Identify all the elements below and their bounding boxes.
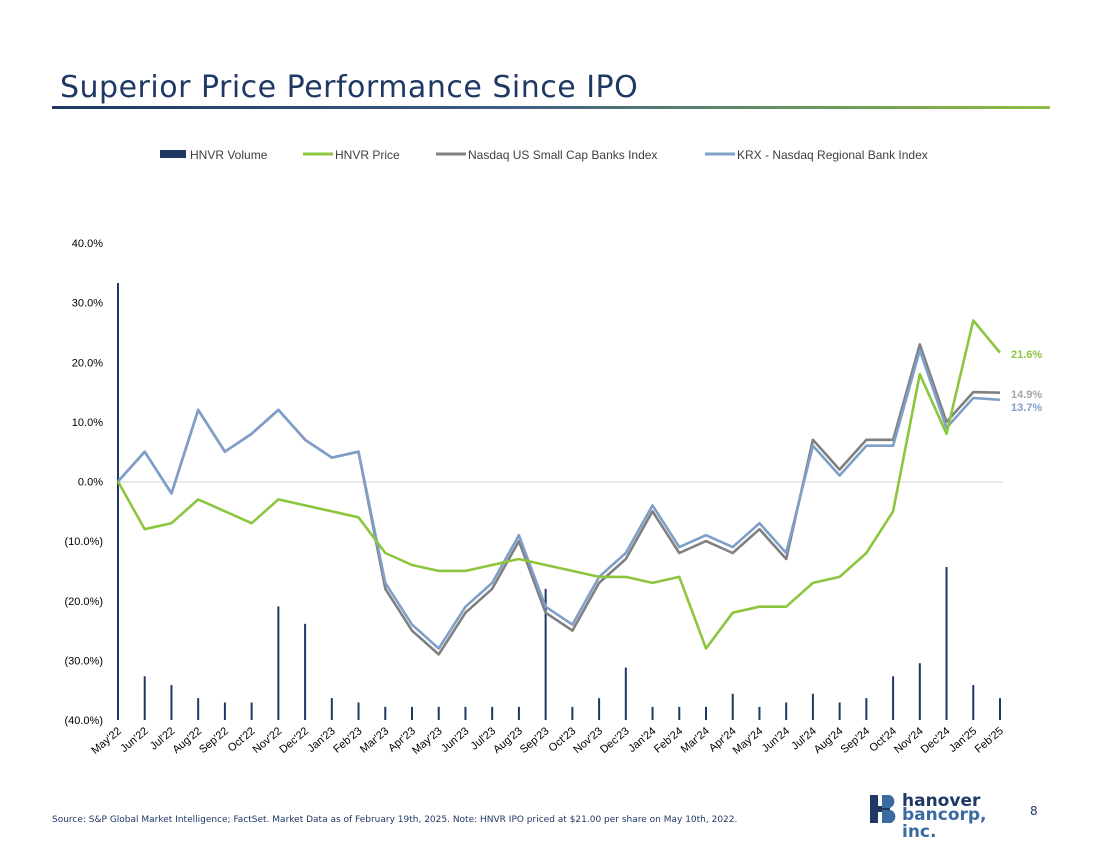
volume-bars [117, 283, 1001, 720]
hanover-logo-icon [870, 795, 896, 823]
volume-bar [250, 702, 253, 720]
volume-bar [170, 685, 173, 720]
volume-bar [464, 706, 467, 720]
volume-bar [223, 702, 226, 720]
x-tick-label: Feb'24 [652, 725, 685, 756]
logo-text-bancorp: bancorp, inc. [902, 805, 987, 842]
x-axis: May'22Jun'22Jul'22Aug'22Sep'22Oct'22Nov'… [89, 725, 1006, 757]
volume-bar [678, 706, 681, 720]
volume-bar [892, 676, 895, 720]
x-tick-label: Sep'22 [197, 725, 231, 756]
volume-bar [437, 706, 440, 720]
volume-bar [811, 693, 814, 720]
volume-bar [411, 706, 413, 720]
y-tick-label: (10.0%) [64, 536, 103, 548]
volume-bar [972, 685, 975, 720]
end-label: 13.7% [1011, 402, 1042, 414]
volume-bar [785, 702, 788, 720]
series-lines [116, 319, 1002, 656]
y-tick-label: (30.0%) [64, 655, 103, 667]
source-footnote: Source: S&P Global Market Intelligence; … [52, 815, 738, 825]
x-tick-label: Nov'22 [251, 725, 285, 756]
x-tick-label: Jun'22 [118, 725, 150, 755]
volume-bar [598, 698, 601, 720]
volume-bar [651, 706, 654, 720]
volume-bar [491, 706, 494, 720]
volume-bar [571, 706, 574, 720]
legend-label: HNVR Volume [190, 148, 268, 162]
volume-bar [517, 706, 520, 720]
y-tick-label: (40.0%) [64, 715, 103, 727]
x-tick-label: Nov'24 [892, 725, 926, 756]
volume-bar [544, 588, 547, 720]
legend-swatch [160, 150, 186, 158]
x-tick-label: Jun'24 [760, 725, 792, 755]
y-tick-label: (20.0%) [64, 596, 103, 608]
y-tick-label: 40.0% [72, 238, 103, 250]
volume-bar [758, 706, 761, 720]
x-tick-label: Dec'23 [598, 725, 632, 756]
legend-label: Nasdaq US Small Cap Banks Index [468, 148, 657, 162]
x-tick-label: Jan'25 [947, 725, 979, 755]
volume-bar [357, 702, 360, 720]
logo-text-hanover: hanover [902, 791, 981, 811]
x-tick-label: Aug'24 [812, 725, 846, 756]
legend-label: HNVR Price [335, 148, 400, 162]
x-tick-label: Sep'24 [839, 725, 873, 756]
volume-bar [304, 623, 307, 720]
y-tick-label: 0.0% [78, 477, 103, 489]
x-tick-label: Mar'23 [358, 725, 391, 756]
page-title: Superior Price Performance Since IPO [60, 70, 639, 105]
x-tick-label: May'23 [410, 725, 445, 757]
x-tick-label: Mar'24 [679, 725, 712, 756]
y-tick-label: 20.0% [72, 357, 103, 369]
x-tick-label: Dec'24 [919, 725, 953, 756]
end-label: 14.9% [1011, 389, 1042, 401]
volume-bar [277, 606, 280, 720]
volume-bar [197, 698, 200, 720]
y-tick-label: 30.0% [72, 298, 103, 310]
volume-bar [117, 283, 119, 720]
chart-legend: HNVR Volume HNVR Price Nasdaq US Small Cap… [160, 148, 928, 162]
x-tick-label: Sep'23 [518, 725, 552, 756]
volume-bar [918, 663, 921, 720]
x-tick-label: Aug'22 [170, 725, 204, 756]
x-tick-label: Feb'25 [973, 725, 1006, 756]
x-tick-label: May'22 [89, 725, 124, 757]
end-labels: 21.6% 14.9%13.7% [1011, 349, 1042, 414]
x-tick-label: Nov'23 [571, 725, 605, 756]
page-number: 8 [1030, 804, 1038, 818]
x-tick-label: May'24 [731, 725, 766, 757]
x-tick-label: Feb'23 [331, 725, 364, 756]
volume-bar [838, 702, 841, 720]
y-tick-label: 10.0% [72, 417, 103, 429]
legend-label: KRX - Nasdaq Regional Bank Index [737, 148, 928, 162]
volume-bar [384, 706, 387, 720]
volume-bar [999, 698, 1001, 720]
y-axis: 40.0% 30.0% 20.0% 10.0% 0.0% (10.0%) (20.0%) (3… [64, 238, 119, 727]
title-underline [52, 106, 1050, 109]
volume-bar [865, 698, 868, 720]
hanover-logo: hanover bancorp, inc. [870, 791, 1020, 841]
volume-bar [945, 567, 948, 720]
series-line-krx-nasdaq-regional-bank-index [117, 349, 1001, 650]
volume-bar [731, 693, 734, 720]
x-tick-label: Jun'23 [439, 725, 471, 755]
end-label: 21.6% [1011, 349, 1042, 361]
series-line-hnvr-price [116, 319, 1002, 650]
series-line-nasdaq-us-small-cap-banks-index [117, 343, 1001, 656]
volume-bar [705, 706, 707, 720]
volume-bar [143, 676, 146, 720]
x-tick-label: Jan'23 [305, 725, 337, 755]
x-tick-label: Jan'24 [626, 725, 658, 755]
volume-bar [624, 667, 627, 720]
volume-bar [330, 698, 333, 720]
x-tick-label: Aug'23 [491, 725, 525, 756]
x-tick-label: Dec'22 [277, 725, 311, 756]
